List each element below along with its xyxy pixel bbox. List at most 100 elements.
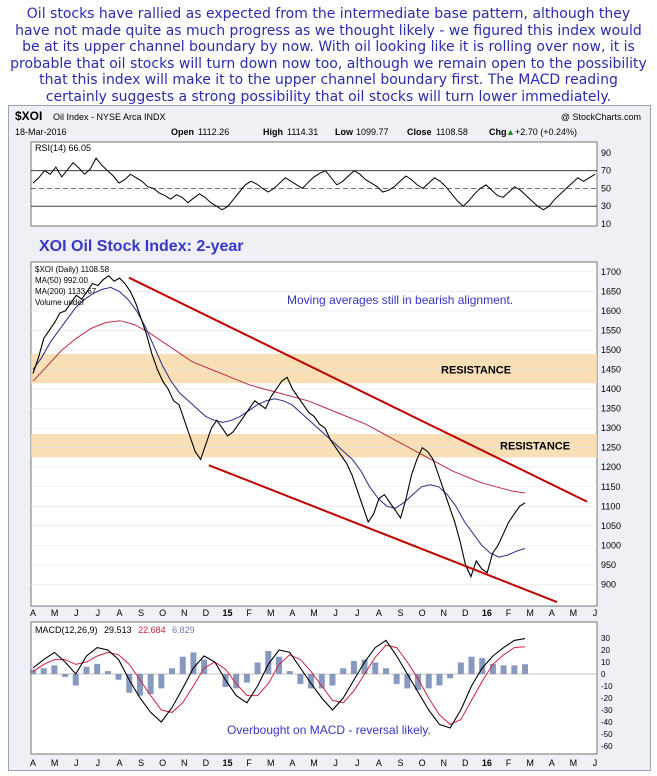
price-x-tick-label: 16 [482, 608, 492, 618]
macd-x-tick-label: S [397, 758, 403, 768]
macd-hist-bar [243, 674, 250, 683]
macd-x-tick-label: A [549, 758, 555, 768]
price-tick-label: 1400 [601, 384, 621, 394]
price-tick-label: 1350 [601, 404, 621, 414]
macd-y-ticks: 30 20 10 0 -10 -20 -30 -40 -50 -60 [601, 634, 613, 751]
legend-ma200: MA(200) 1133.67 [35, 287, 97, 296]
macd-tick-label: -30 [601, 706, 613, 715]
macd-x-tick-label: A [289, 758, 295, 768]
macd-hist-bar [179, 656, 186, 674]
macd-hist-bar [115, 674, 122, 680]
macd-hist-bar [511, 665, 518, 674]
price-x-tick-label: S [138, 608, 144, 618]
price-x-tick-label: D [462, 608, 469, 618]
ohlc-readout: Open 1112.26 High 1114.31 Low 1099.77 Cl… [171, 127, 577, 137]
price-x-tick-label: S [397, 608, 403, 618]
macd-hist-bar [40, 668, 47, 674]
macd-hist-bar [254, 662, 261, 674]
rsi-tick-label: 30 [601, 201, 611, 211]
macd-hist-bar [83, 666, 90, 674]
price-gridlines [31, 271, 597, 585]
macd-hist-bar [361, 659, 368, 674]
close-label: Close [407, 127, 432, 137]
price-x-tick-label: O [159, 608, 166, 618]
macd-hist-bar [136, 674, 143, 696]
price-x-tick-label: J [74, 608, 79, 618]
macd-x-tick-label: D [462, 758, 469, 768]
price-x-tick-label: F [506, 608, 512, 618]
price-tick-label: 1600 [601, 306, 621, 316]
macd-x-tick-label: J [96, 758, 101, 768]
price-x-tick-label: J [96, 608, 101, 618]
stock-chart: $XOI Oil Index - NYSE Arca INDX 18-Mar-2… [15, 109, 641, 768]
macd-x-tick-label: 16 [482, 758, 492, 768]
macd-x-tick-label: J [355, 758, 360, 768]
macd-x-tick-label: M [570, 758, 578, 768]
macd-hist-bar [265, 650, 272, 674]
price-x-tick-label: N [440, 608, 447, 618]
rsi-plot-area [30, 141, 598, 227]
open-label: Open [171, 127, 194, 137]
macd-hist-bar [62, 674, 69, 677]
macd-hist-bar [104, 671, 111, 674]
price-x-tick-label: M [526, 608, 534, 618]
price-x-tick-label: A [116, 608, 122, 618]
macd-hist-bar [126, 674, 133, 693]
macd-hist-bar [436, 674, 443, 686]
chart-frame: $XOI Oil Index - NYSE Arca INDX 18-Mar-2… [8, 105, 651, 771]
macd-x-tick-label: A [116, 758, 122, 768]
macd-hist-bar [350, 661, 357, 674]
macd-hist-bar [201, 659, 208, 674]
price-chart-title: XOI Oil Stock Index: 2-year [39, 238, 244, 255]
macd-tick-label: -60 [601, 742, 613, 751]
macd-hist-bar [308, 674, 315, 689]
ma50-line [32, 286, 526, 558]
price-tick-label: 1050 [601, 521, 621, 531]
price-tick-label: 1700 [601, 267, 621, 277]
resistance-zones [31, 353, 597, 458]
macd-hist-bar [340, 668, 347, 674]
price-tick-label: 1200 [601, 462, 621, 472]
macd-hist-bar [479, 658, 486, 674]
macd-title-text: MACD(12,26,9) [35, 625, 98, 635]
macd-panel: MACD(12,26,9) 29.513 22.684 6.829 Overbo… [30, 621, 613, 768]
rsi-tick-label: 70 [601, 166, 611, 176]
macd-tick-label: 20 [601, 646, 610, 655]
price-x-tick-label: A [30, 608, 36, 618]
chart-index-name: Oil Index - NYSE Arca INDX [53, 112, 166, 122]
macd-hist-bar [147, 674, 154, 695]
macd-tick-label: 30 [601, 634, 610, 643]
chg-arrow-icon: ▲ [506, 127, 515, 137]
macd-hist-bar [190, 652, 197, 674]
rsi-panel: RSI(14) 66.05 90 70 50 30 10 [30, 141, 611, 229]
macd-hist-bar [169, 668, 176, 674]
macd-x-tick-label: S [138, 758, 144, 768]
macd-signal-line [32, 644, 526, 725]
price-x-tick-label: A [549, 608, 555, 618]
macd-hist-bar [51, 665, 58, 674]
rsi-title: RSI(14) 66.05 [35, 143, 91, 153]
high-value: 1114.31 [287, 127, 318, 137]
price-tick-label: 1000 [601, 540, 621, 550]
macd-tick-label: -50 [601, 730, 613, 739]
macd-tick-label: 10 [601, 658, 610, 667]
macd-hist-bar [522, 664, 528, 674]
channel-lower-line [208, 464, 558, 603]
legend-ma50: MA(50) 992.00 [35, 276, 88, 285]
macd-x-tick-label: 15 [223, 758, 233, 768]
price-tick-label: 1650 [601, 286, 621, 296]
rsi-reference-lines [31, 170, 597, 207]
commentary-text: Oil stocks have rallied as expected from… [10, 6, 647, 105]
price-x-tick-label: M [267, 608, 275, 618]
macd-hist-bar [489, 663, 496, 674]
ma200-line [32, 320, 526, 494]
price-tick-label: 1100 [601, 501, 620, 511]
price-panel: XOI Oil Stock Index: 2-year $XOI (Daily)… [30, 238, 621, 618]
macd-x-tick-label: J [333, 758, 338, 768]
rsi-tick-label: 10 [601, 219, 611, 229]
chg-label: Chg [489, 127, 507, 137]
macd-x-tick-label: N [181, 758, 188, 768]
open-value: 1112.26 [198, 127, 229, 137]
chart-date: 18-Mar-2016 [15, 127, 67, 137]
price-tick-label: 1550 [601, 325, 621, 335]
